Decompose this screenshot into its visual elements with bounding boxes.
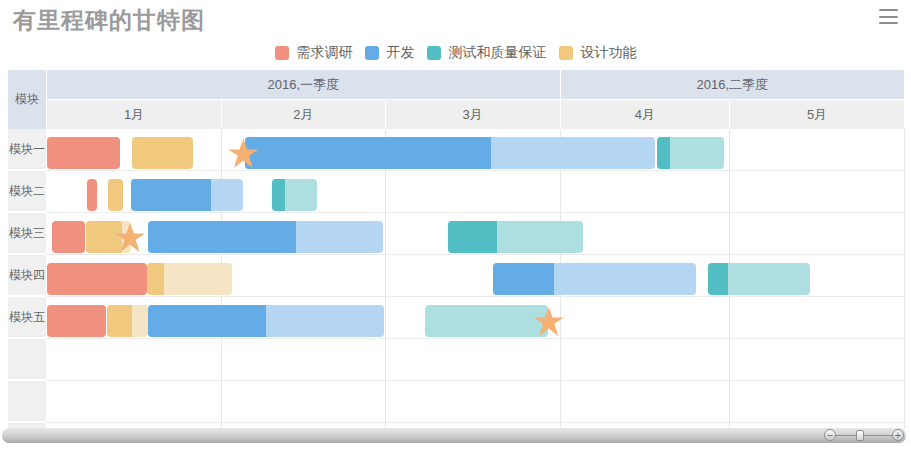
- gantt-table: 模块 2016,一季度2016,二季度1月2月3月4月5月 模块一模块二模块三模…: [8, 70, 905, 428]
- row-track: [46, 129, 904, 171]
- zoom-in-button[interactable]: +: [892, 429, 904, 441]
- legend-label: 设计功能: [581, 44, 637, 62]
- legend-item[interactable]: 测试和质量保证: [427, 44, 547, 62]
- task-bar[interactable]: [272, 179, 317, 211]
- row-label: 模块一: [8, 129, 46, 170]
- gantt-row: 模块二: [8, 171, 905, 213]
- gantt-row: 模块四: [8, 255, 905, 297]
- gantt-row: [8, 381, 905, 423]
- zoom-slider-track[interactable]: [835, 435, 893, 436]
- task-progress: [148, 305, 266, 337]
- row-track: [46, 213, 904, 255]
- task-bar[interactable]: [657, 137, 724, 169]
- task-progress: [272, 179, 285, 211]
- gantt-header: 模块 2016,一季度2016,二季度 1月2月3月4月5月: [8, 70, 905, 129]
- zoom-slider-handle[interactable]: [856, 430, 864, 441]
- legend-label: 需求调研: [297, 44, 353, 62]
- task-progress: [448, 221, 496, 253]
- month-header-cell: 2月: [222, 100, 385, 129]
- row-label: [8, 339, 46, 380]
- row-track: [46, 255, 904, 297]
- legend: 需求调研 开发 测试和质量保证 设计功能: [0, 44, 911, 62]
- task-progress: [86, 221, 122, 253]
- row-label: 模块四: [8, 255, 46, 296]
- gantt-row: 模块三: [8, 213, 905, 255]
- gantt-body: 模块一模块二模块三模块四模块五: [8, 129, 905, 428]
- row-label: [8, 381, 46, 422]
- task-bar[interactable]: [493, 263, 696, 295]
- month-header-cell: 3月: [386, 100, 560, 129]
- corner-header-cell: 模块: [8, 70, 46, 129]
- task-bar[interactable]: [708, 263, 809, 295]
- legend-item[interactable]: 设计功能: [559, 44, 637, 62]
- task-progress: [147, 263, 164, 295]
- task-bar[interactable]: [107, 305, 148, 337]
- legend-label: 测试和质量保证: [449, 44, 547, 62]
- task-progress: [148, 221, 296, 253]
- legend-item[interactable]: 需求调研: [275, 44, 353, 62]
- task-bar[interactable]: [87, 179, 96, 211]
- quarter-header-cell: 2016,二季度: [561, 70, 904, 99]
- gantt-row: 模块一: [8, 129, 905, 171]
- task-bar[interactable]: [131, 179, 243, 211]
- task-bar[interactable]: [245, 137, 655, 169]
- task-bar[interactable]: [47, 137, 120, 169]
- task-bar[interactable]: [148, 305, 384, 337]
- legend-swatch-icon: [427, 46, 441, 60]
- gantt-row: [8, 339, 905, 381]
- row-track: [46, 381, 904, 423]
- legend-swatch-icon: [365, 46, 379, 60]
- legend-swatch-icon: [559, 46, 573, 60]
- task-progress: [657, 137, 670, 169]
- task-progress: [107, 305, 132, 337]
- row-label: 模块三: [8, 213, 46, 254]
- task-bar[interactable]: [132, 137, 193, 169]
- gantt-page: 有里程碑的甘特图 需求调研 开发 测试和质量保证 设计功能 模块 2016,一季度20…: [0, 0, 911, 450]
- task-progress: [131, 179, 211, 211]
- legend-item[interactable]: 开发: [365, 44, 415, 62]
- task-bar[interactable]: [425, 305, 548, 337]
- row-label: 模块五: [8, 297, 46, 338]
- task-bar[interactable]: [148, 221, 383, 253]
- task-bar[interactable]: [47, 263, 147, 295]
- task-bar[interactable]: [108, 179, 123, 211]
- task-bar[interactable]: [52, 221, 85, 253]
- month-header-cell: 5月: [730, 100, 904, 129]
- task-bar[interactable]: [47, 305, 106, 337]
- task-progress: [708, 263, 727, 295]
- legend-label: 开发: [387, 44, 415, 62]
- row-track: [46, 171, 904, 213]
- month-header-cell: 4月: [561, 100, 729, 129]
- row-track: [46, 297, 904, 339]
- task-progress: [493, 263, 554, 295]
- row-track: [46, 339, 904, 381]
- row-label: 模块二: [8, 171, 46, 212]
- gantt-row: 模块五: [8, 297, 905, 339]
- legend-swatch-icon: [275, 46, 289, 60]
- task-progress: [245, 137, 491, 169]
- hamburger-icon[interactable]: [879, 9, 898, 24]
- horizontal-scrollbar[interactable]: − +: [2, 428, 906, 443]
- task-bar[interactable]: [448, 221, 583, 253]
- month-header-cell: 1月: [47, 100, 221, 129]
- page-title: 有里程碑的甘特图: [13, 5, 205, 36]
- task-bar[interactable]: [147, 263, 232, 295]
- quarter-header-cell: 2016,一季度: [47, 70, 560, 99]
